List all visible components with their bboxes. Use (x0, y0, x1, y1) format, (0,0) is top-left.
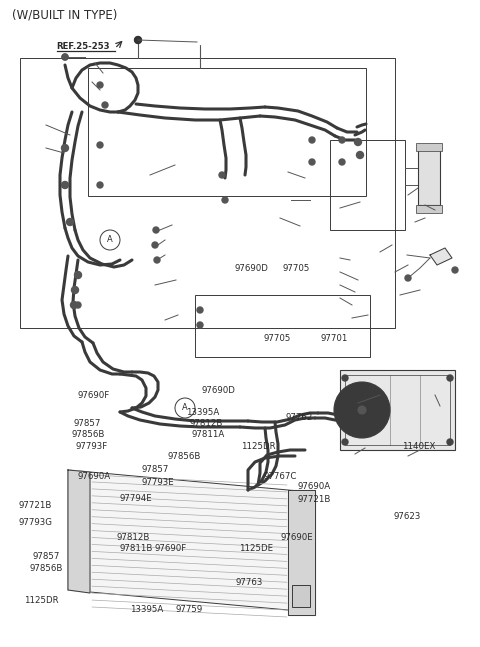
Circle shape (152, 242, 158, 248)
Circle shape (102, 102, 108, 108)
Text: 97812B: 97812B (116, 532, 150, 542)
Circle shape (339, 137, 345, 143)
Circle shape (61, 182, 69, 188)
Text: 97856B: 97856B (71, 430, 105, 439)
Circle shape (97, 182, 103, 188)
Text: 97705: 97705 (282, 264, 310, 273)
Text: 1125DR: 1125DR (24, 596, 59, 605)
Circle shape (357, 151, 363, 159)
Circle shape (134, 36, 142, 43)
Circle shape (309, 137, 315, 143)
Circle shape (74, 272, 82, 278)
Text: 97623: 97623 (394, 512, 421, 521)
Text: 97793E: 97793E (142, 477, 174, 487)
Circle shape (342, 439, 348, 445)
Circle shape (72, 287, 78, 293)
Text: 97767C: 97767C (264, 472, 298, 481)
Circle shape (334, 382, 390, 438)
Circle shape (67, 219, 73, 226)
Circle shape (135, 37, 141, 43)
Circle shape (222, 197, 228, 203)
Circle shape (153, 227, 159, 233)
Polygon shape (68, 470, 90, 593)
Circle shape (197, 307, 203, 313)
Circle shape (72, 287, 79, 294)
Circle shape (97, 82, 103, 88)
Circle shape (97, 142, 103, 148)
Text: 97690A: 97690A (298, 482, 331, 491)
Circle shape (154, 257, 160, 263)
Text: 97759: 97759 (175, 605, 203, 614)
Circle shape (219, 172, 225, 178)
Text: 97857: 97857 (142, 465, 169, 474)
Text: 97812B: 97812B (189, 419, 223, 428)
Text: 97811B: 97811B (119, 544, 153, 553)
Circle shape (355, 138, 361, 146)
Text: 97690A: 97690A (78, 472, 111, 481)
Text: 1125DE: 1125DE (239, 544, 273, 553)
Polygon shape (288, 490, 315, 615)
Circle shape (350, 398, 374, 422)
Bar (418, 147, 440, 205)
Circle shape (309, 159, 315, 165)
Text: 97690D: 97690D (234, 264, 268, 273)
Circle shape (358, 406, 366, 414)
Text: 97857: 97857 (73, 419, 101, 428)
Text: 97793F: 97793F (76, 442, 108, 451)
Text: 97705: 97705 (263, 334, 290, 343)
Circle shape (339, 159, 345, 165)
Text: 97721B: 97721B (298, 495, 331, 504)
Circle shape (342, 375, 348, 381)
Circle shape (61, 144, 69, 151)
Text: 97856B: 97856B (167, 452, 201, 461)
Text: 97762: 97762 (286, 413, 313, 422)
Bar (416, 143, 442, 151)
Text: A: A (182, 404, 188, 413)
Text: 97793G: 97793G (18, 518, 52, 527)
Text: 97763: 97763 (235, 578, 263, 587)
Text: 97857: 97857 (33, 552, 60, 561)
Bar (292, 585, 310, 607)
Circle shape (75, 302, 81, 308)
Bar (340, 370, 455, 450)
Text: 1125DR: 1125DR (241, 442, 276, 451)
Text: 13395A: 13395A (130, 605, 163, 614)
Bar (330, 140, 405, 230)
Circle shape (62, 54, 68, 60)
Text: 97721B: 97721B (18, 501, 52, 510)
Bar (345, 375, 450, 445)
Circle shape (62, 54, 68, 60)
Circle shape (447, 375, 453, 381)
Bar (416, 205, 442, 213)
Polygon shape (430, 248, 452, 265)
Text: 1140EX: 1140EX (402, 442, 436, 451)
Text: 97690F: 97690F (78, 391, 110, 400)
Circle shape (75, 272, 81, 278)
Text: 97811A: 97811A (192, 430, 225, 439)
Polygon shape (68, 470, 310, 612)
Text: 97701: 97701 (321, 334, 348, 343)
Bar (195, 295, 370, 357)
Circle shape (405, 275, 411, 281)
Text: 97690D: 97690D (202, 386, 236, 395)
Text: 97690E: 97690E (281, 532, 313, 542)
Bar (20, 58, 395, 328)
Circle shape (447, 439, 453, 445)
Circle shape (71, 302, 77, 309)
Circle shape (452, 267, 458, 273)
Text: (W/BUILT IN TYPE): (W/BUILT IN TYPE) (12, 8, 118, 21)
Text: 97690F: 97690F (155, 544, 187, 553)
Text: 97856B: 97856B (30, 564, 63, 573)
Bar (88, 68, 366, 196)
Circle shape (197, 322, 203, 328)
Text: 97794E: 97794E (119, 494, 152, 503)
Text: REF.25-253: REF.25-253 (57, 42, 110, 51)
Text: 13395A: 13395A (186, 408, 219, 417)
Text: A: A (107, 236, 113, 245)
